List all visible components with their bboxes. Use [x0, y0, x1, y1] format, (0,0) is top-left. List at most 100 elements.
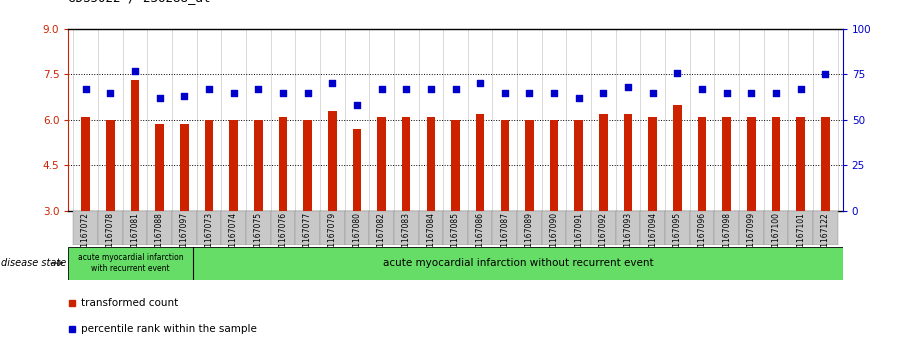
Bar	[476, 114, 485, 211]
Point	[251, 86, 265, 92]
Bar	[246, 211, 271, 245]
Text: acute myocardial infarction without recurrent event: acute myocardial infarction without recu…	[383, 258, 653, 268]
Point	[177, 93, 191, 99]
Bar	[130, 81, 139, 211]
Bar	[722, 117, 732, 211]
Bar	[221, 211, 246, 245]
Bar	[640, 211, 665, 245]
Bar	[517, 211, 542, 245]
Point	[793, 86, 808, 92]
Bar	[542, 211, 567, 245]
Bar	[418, 211, 443, 245]
Bar	[179, 125, 189, 211]
Text: GSM1167122: GSM1167122	[821, 212, 830, 263]
Bar	[97, 211, 123, 245]
Text: GSM1167076: GSM1167076	[279, 212, 287, 264]
Text: GSM1167101: GSM1167101	[796, 212, 805, 263]
Text: GSM1167091: GSM1167091	[574, 212, 583, 263]
Point	[226, 90, 241, 95]
Text: GSM1167079: GSM1167079	[328, 212, 337, 264]
Text: GSM1167086: GSM1167086	[476, 212, 485, 263]
Text: GSM1167097: GSM1167097	[179, 212, 189, 264]
Bar	[394, 211, 418, 245]
Point	[670, 70, 685, 76]
Text: GSM1167088: GSM1167088	[155, 212, 164, 263]
Bar	[377, 117, 386, 211]
Bar	[320, 211, 344, 245]
Bar	[599, 114, 608, 211]
Text: GSM1167072: GSM1167072	[81, 212, 90, 263]
Bar	[567, 211, 591, 245]
Bar	[665, 211, 690, 245]
Bar	[493, 211, 517, 245]
Text: GSM1167077: GSM1167077	[303, 212, 312, 264]
Bar	[279, 117, 287, 211]
Point	[152, 95, 167, 101]
Point	[374, 86, 389, 92]
Text: GSM1167087: GSM1167087	[500, 212, 509, 263]
Bar	[591, 211, 616, 245]
Point	[325, 81, 340, 86]
Bar	[123, 211, 148, 245]
Point	[720, 90, 734, 95]
Point	[695, 86, 710, 92]
Text: GSM1167084: GSM1167084	[426, 212, 435, 263]
Bar	[353, 129, 361, 211]
Text: GSM1167098: GSM1167098	[722, 212, 732, 263]
Point	[424, 86, 438, 92]
Point	[769, 90, 783, 95]
Bar	[369, 211, 394, 245]
Bar	[739, 211, 763, 245]
Bar	[649, 117, 657, 211]
Bar	[205, 120, 213, 211]
Text: GSM1167073: GSM1167073	[204, 212, 213, 264]
Bar	[172, 211, 197, 245]
Point	[473, 81, 487, 86]
Point	[596, 90, 610, 95]
Bar	[624, 114, 632, 211]
Bar	[525, 120, 534, 211]
Point	[547, 90, 561, 95]
Bar	[328, 111, 336, 211]
Text: GSM1167089: GSM1167089	[525, 212, 534, 263]
Text: GSM1167092: GSM1167092	[599, 212, 608, 263]
Text: acute myocardial infarction
with recurrent event: acute myocardial infarction with recurre…	[78, 253, 184, 273]
Point	[103, 90, 118, 95]
Text: GSM1167081: GSM1167081	[130, 212, 139, 263]
Point	[744, 90, 759, 95]
Text: GSM1167080: GSM1167080	[353, 212, 362, 263]
Bar	[814, 211, 838, 245]
Point	[497, 90, 512, 95]
Text: GDS5022 / 236288_at: GDS5022 / 236288_at	[68, 0, 210, 4]
Text: GSM1167100: GSM1167100	[772, 212, 781, 263]
Bar	[690, 211, 714, 245]
Text: GSM1167078: GSM1167078	[106, 212, 115, 263]
Bar	[788, 211, 814, 245]
Point	[818, 72, 833, 77]
Point	[448, 86, 463, 92]
Point	[276, 90, 291, 95]
Bar	[616, 211, 640, 245]
Text: GSM1167094: GSM1167094	[649, 212, 658, 264]
Bar	[106, 120, 115, 211]
Bar	[230, 120, 238, 211]
Text: GSM1167075: GSM1167075	[253, 212, 262, 264]
Bar	[197, 211, 221, 245]
Bar	[550, 120, 558, 211]
Point	[78, 86, 93, 92]
Bar	[575, 120, 583, 211]
Point	[646, 90, 660, 95]
Bar	[73, 211, 97, 245]
Text: GSM1167074: GSM1167074	[229, 212, 238, 264]
Bar	[796, 117, 805, 211]
Text: percentile rank within the sample: percentile rank within the sample	[81, 323, 257, 334]
Bar	[500, 120, 509, 211]
Text: GSM1167090: GSM1167090	[549, 212, 558, 264]
Bar	[148, 211, 172, 245]
Bar	[821, 117, 830, 211]
Bar	[468, 211, 493, 245]
Bar	[271, 211, 295, 245]
Bar	[193, 247, 843, 280]
Bar	[303, 120, 312, 211]
Text: disease state: disease state	[1, 258, 67, 268]
